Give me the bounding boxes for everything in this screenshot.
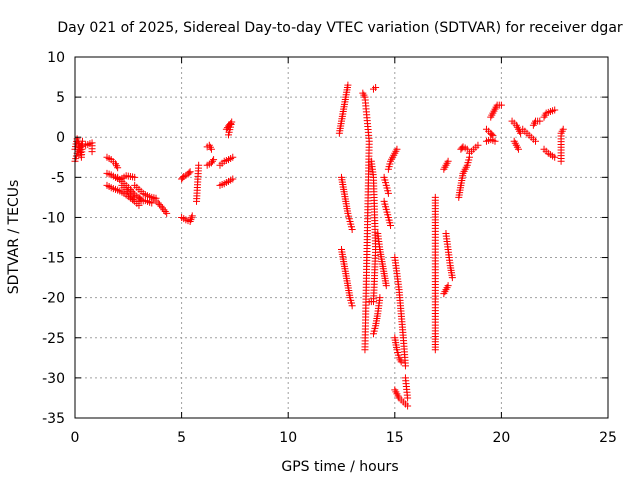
data-point	[559, 125, 567, 133]
y-tick-label: 10	[47, 50, 65, 66]
data-point	[551, 106, 559, 114]
y-tick-label: -5	[51, 170, 65, 186]
data-point	[404, 402, 412, 410]
x-tick-label: 20	[492, 430, 510, 446]
x-tick-label: 0	[71, 430, 80, 446]
data-point	[348, 302, 356, 310]
data-point	[210, 156, 218, 164]
x-tick-label: 5	[177, 430, 186, 446]
data-point	[195, 161, 203, 169]
data-point	[431, 346, 439, 354]
data-point	[444, 282, 452, 290]
data-point	[188, 212, 196, 220]
data-point	[382, 282, 390, 290]
data-point	[225, 131, 233, 139]
data-point	[384, 189, 392, 197]
data-point	[474, 141, 482, 149]
data-point	[229, 175, 237, 183]
axis-ticks: 0 5 10 15 20 25 10 5 0 -5 -10 -15 -20 -25 -30 -35	[42, 50, 617, 446]
data-point	[491, 137, 499, 145]
data-point	[448, 274, 456, 282]
x-tick-label: 10	[279, 430, 297, 446]
data-point	[186, 168, 194, 176]
data-point	[114, 164, 122, 172]
data-point	[517, 129, 525, 137]
data-point	[387, 221, 395, 229]
y-tick-label: -30	[42, 371, 65, 387]
y-tick-label: 5	[56, 90, 65, 106]
data-point	[532, 137, 540, 145]
data-point	[401, 362, 409, 370]
data-point	[488, 130, 496, 138]
data-point	[157, 202, 165, 210]
data-point	[148, 199, 156, 207]
data-point	[463, 145, 471, 153]
y-tick-label: -15	[42, 251, 65, 267]
y-tick-label: 0	[56, 130, 65, 146]
data-point	[344, 81, 352, 89]
y-axis-label: SDTVAR / TECUs	[6, 180, 22, 295]
data-point	[397, 358, 405, 366]
data-point	[156, 201, 164, 209]
data-point	[78, 137, 86, 145]
y-tick-label: -25	[42, 331, 65, 347]
data-point	[185, 169, 193, 177]
data-point	[361, 346, 369, 354]
data-point	[229, 153, 237, 161]
data-point	[376, 294, 384, 302]
x-tick-label: 25	[599, 430, 617, 446]
data-point	[348, 225, 356, 233]
data-point	[209, 157, 217, 165]
data-point	[489, 132, 497, 140]
data-point	[536, 117, 544, 125]
y-tick-label: -35	[42, 411, 65, 427]
x-tick-label: 15	[386, 430, 404, 446]
data-point	[365, 298, 373, 306]
y-tick-label: -20	[42, 291, 65, 307]
chart-title: Day 021 of 2025, Sidereal Day-to-day VTE…	[57, 20, 623, 36]
data-point	[393, 145, 401, 153]
data-point	[551, 153, 559, 161]
data-point	[497, 101, 505, 109]
data-point	[88, 148, 96, 156]
data-point	[372, 83, 380, 91]
data-point	[404, 394, 412, 402]
data-point	[163, 209, 171, 217]
data-point	[444, 157, 452, 165]
data-point	[207, 145, 215, 153]
data-series	[71, 81, 567, 410]
y-tick-label: -10	[42, 210, 65, 226]
x-axis-label: GPS time / hours	[281, 459, 398, 475]
data-point	[514, 145, 522, 153]
plot-frame	[74, 56, 609, 419]
data-point	[131, 173, 139, 181]
data-point	[154, 199, 162, 207]
